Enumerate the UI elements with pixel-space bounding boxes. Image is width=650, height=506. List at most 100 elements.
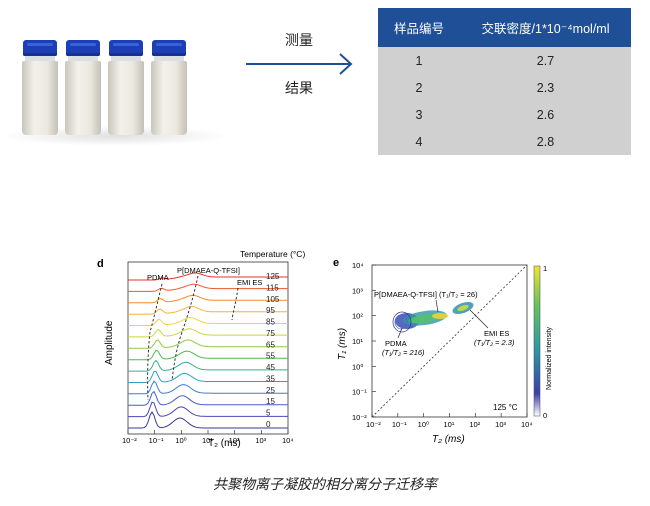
temperature-label: 85 [266,318,275,327]
figure-caption: 共聚物离子凝胶的相分离分子迁移率 [213,477,437,493]
panel-d-annotation-poly: P[DMAEA-Q-TFSI] [177,266,240,275]
table-cell: 2.3 [460,74,631,101]
x-tick-label: 10⁰ [418,420,429,429]
x-tick-label: 10³ [495,420,506,429]
curve-105 [128,294,288,304]
table-row: 1 2.7 [378,47,631,74]
x-tick-label: 10⁴ [521,420,533,429]
temperature-label: 5 [266,409,271,418]
table-cell: 2.8 [460,128,631,155]
y-tick-label: 10⁴ [352,261,364,270]
y-tick-label: 10² [352,312,363,321]
results-table: 样品编号 交联密度/1*10⁻⁴mol/ml 1 2.7 2 2.3 3 2.6… [378,8,631,155]
table-cell: 1 [378,47,460,74]
curve-0 [128,410,288,429]
curve-35 [128,370,288,383]
panel-d-ylabel: Amplitude [104,320,115,365]
curve-85 [128,317,288,326]
table-row: 3 2.6 [378,101,631,128]
panel-d-label: d [97,258,104,270]
temperature-label: 35 [266,374,275,383]
x-tick-label: 10⁰ [175,436,186,445]
vial-icon [65,40,101,136]
temperature-label: 55 [266,352,275,361]
panel-e-colorbar [533,265,541,417]
x-tick-label: 10¹ [444,420,455,429]
curve-95 [128,305,288,315]
x-tick-label: 10⁻² [366,420,381,429]
panel-e-annotation-pdma: PDMA [385,339,407,348]
arrow-label-top: 测量 [285,32,313,48]
curve-45 [128,359,288,372]
temperature-label: 65 [266,340,275,349]
panel-e-ylabel: T₁ (ms) [337,328,348,360]
table-header-density: 交联密度/1*10⁻⁴mol/ml [460,8,631,47]
arrow-label-bottom: 结果 [285,80,313,96]
panel-d-xlabel: T₂ (ms) [208,438,241,449]
table-cell: 2 [378,74,460,101]
panel-e-colorbar-min: 0 [543,411,547,420]
panel-e-pointer-poly [435,299,439,313]
panel-e-colorbar-label: Normalized intensity [546,326,553,390]
temperature-label: 45 [266,363,275,372]
table-cell: 3 [378,101,460,128]
table-header-row: 样品编号 交联密度/1*10⁻⁴mol/ml [378,8,631,47]
table-row: 4 2.8 [378,128,631,155]
curve-65 [128,339,288,349]
panel-d-temperature-labels: 125 115 105 95 85 75 65 55 45 35 25 15 5 0 [266,272,280,429]
panel-d-xticks: 10⁻² 10⁻¹ 10⁰ 10¹ 10² 10³ 10⁴ [122,430,294,445]
panel-d-trend-lines [147,275,239,401]
table-cell: 2.7 [460,47,631,74]
x-tick-label: 10⁻¹ [392,420,407,429]
y-tick-label: 10⁻² [352,413,367,422]
curve-55 [128,349,288,361]
vial-icon [108,40,144,136]
panel-d-annotation-pdma: PDMA [147,273,169,282]
panel-e-temp-label: 125 °C [493,403,518,412]
temperature-label: 25 [266,386,275,395]
panel-e-pointer-emi [469,309,489,329]
curve-5 [128,401,288,418]
table-cell: 2.6 [460,101,631,128]
panel-e-annotation-poly: P[DMAEA-Q-TFSI] (T₁/T₂ = 26) [374,290,478,299]
x-tick-label: 10⁻¹ [149,436,164,445]
y-tick-label: 10³ [352,286,363,295]
curve-75 [128,328,288,338]
y-tick-label: 10⁰ [352,362,363,371]
temperature-label: 75 [266,329,275,338]
table-header-sample: 样品编号 [378,8,460,47]
panel-e-label: e [333,257,339,269]
temperature-label: 0 [266,420,271,429]
panel-e-figure: e 10⁻² 10⁻¹ 10⁰ 10¹ 10² 10³ 10⁴ 10⁻² 10⁻¹ 10⁰ 10¹… [333,257,553,445]
panel-e-contour [392,301,474,333]
x-tick-label: 10² [229,436,240,445]
panel-d-curves [128,272,288,429]
curve-25 [128,380,288,395]
y-tick-label: 10¹ [352,337,363,346]
x-tick-label: 10² [469,420,480,429]
vial-icon [22,40,58,136]
x-tick-label: 10⁻² [122,436,137,445]
panel-e-diagonal [371,264,528,418]
temperature-label: 115 [266,283,279,292]
panel-e-yticks: 10⁻² 10⁻¹ 10⁰ 10¹ 10² 10³ 10⁴ [352,261,376,422]
x-tick-label: 10¹ [202,436,213,445]
panel-d-title: Temperature (°C) [240,249,305,259]
temperature-label: 15 [266,397,275,406]
vial-icon [151,40,187,136]
panel-e-annotation-emi: EMI ES [484,329,509,338]
curve-15 [128,390,288,406]
temperature-label: 125 [266,272,280,281]
panel-d-annotation-emi: EMI ES [237,278,262,287]
temperature-label: 95 [266,306,275,315]
right-arrow-icon [246,53,353,75]
x-tick-label: 10⁴ [282,436,294,445]
panel-d-figure: d Temperature (°C) Amplitude 125 115 105 95… [97,249,305,449]
curve-125 [128,272,288,281]
panel-e-xlabel: T₂ (ms) [432,434,465,445]
panel-e-annotation-pdma-ratio: (T₁/T₂ = 216) [382,348,425,357]
panel-e-pointer-pdma [397,327,403,339]
y-tick-label: 10⁻¹ [352,388,367,397]
table-row: 2 2.3 [378,74,631,101]
panel-e-xticks: 10⁻² 10⁻¹ 10⁰ 10¹ 10² 10³ 10⁴ [366,413,533,429]
